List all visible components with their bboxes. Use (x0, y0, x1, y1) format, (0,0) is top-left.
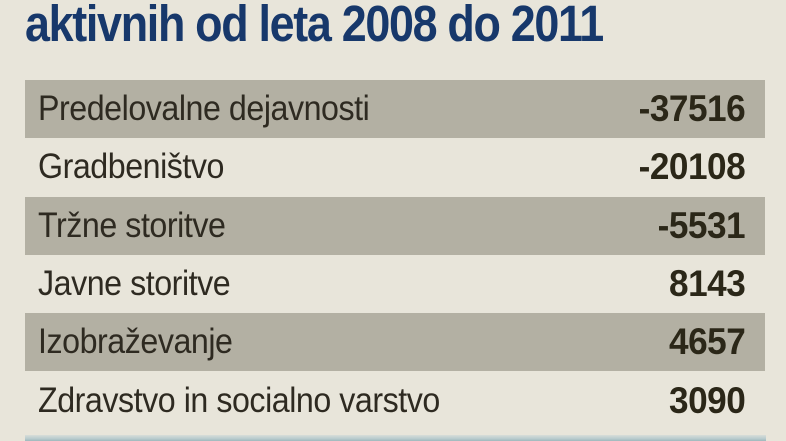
table-row: Izobraževanje 4657 (25, 313, 765, 372)
row-label: Javne storitve (38, 264, 231, 304)
row-label: Izobraževanje (38, 322, 233, 362)
table-row: Zdravstvo in socialno varstvo 3090 (25, 371, 765, 429)
row-label: Zdravstvo in socialno varstvo (38, 380, 440, 420)
page-title: aktivnih od leta 2008 do 2011 (25, 0, 604, 52)
row-value: -5531 (657, 204, 745, 246)
row-value: 3090 (668, 379, 746, 421)
table-row: Gradbeništvo -20108 (25, 138, 765, 196)
data-table: Predelovalne dejavnosti -37516 Gradbeniš… (25, 80, 765, 430)
table-row: Javne storitve 8143 (25, 255, 765, 313)
row-label: Tržne storitve (38, 205, 226, 245)
row-label: Gradbeništvo (38, 147, 224, 187)
table-row: Tržne storitve -5531 (25, 196, 765, 255)
row-value: -37516 (638, 88, 745, 130)
bottom-accent-bar (25, 435, 766, 441)
row-label: Predelovalne dejavnosti (38, 89, 370, 129)
row-value: -20108 (638, 146, 745, 188)
row-value: 4657 (668, 321, 746, 363)
row-value: 8143 (668, 263, 746, 305)
table-row: Predelovalne dejavnosti -37516 (25, 80, 765, 139)
